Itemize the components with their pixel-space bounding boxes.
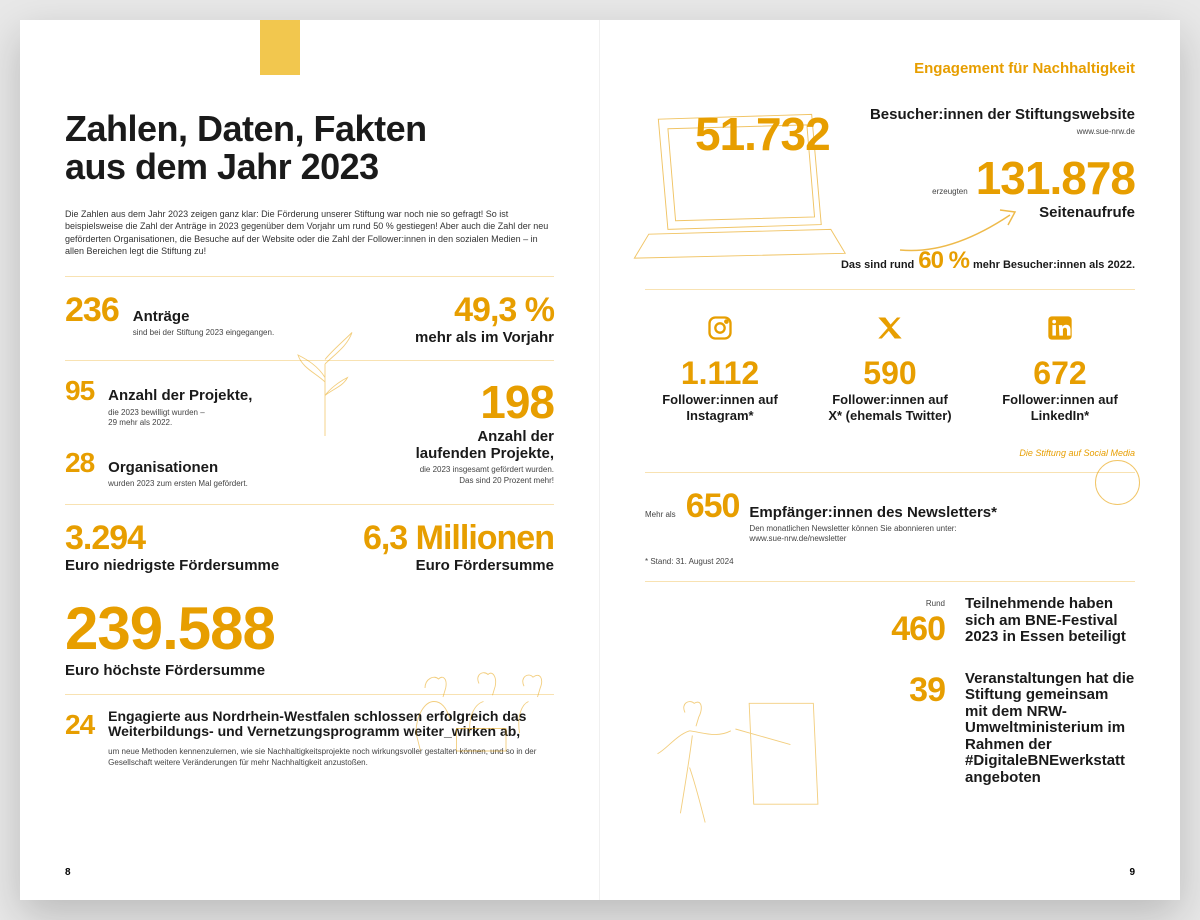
divider xyxy=(645,289,1135,290)
social-x: 590 Follower:innen auf X* (ehemals Twitt… xyxy=(815,314,965,423)
page-right: Engagement für Nachhaltigkeit 51.732 Bes… xyxy=(600,20,1180,900)
accent-tab xyxy=(260,20,300,75)
presenter-illustration xyxy=(630,685,850,850)
stat-min-funding: 3.294 Euro niedrigste Fördersumme xyxy=(65,519,279,575)
section-header: Engagement für Nachhaltigkeit xyxy=(645,60,1135,77)
stat-organisations: 28 Organisationen wurden 2023 zum ersten… xyxy=(65,447,252,490)
social-caption: Die Stiftung auf Social Media xyxy=(645,448,1135,458)
social-linkedin: 672 Follower:innen auf LinkedIn* xyxy=(985,314,1135,423)
divider xyxy=(645,472,1135,473)
page-left: Zahlen, Daten, Fakten aus dem Jahr 2023 … xyxy=(20,20,600,900)
page-title: Zahlen, Daten, Fakten aus dem Jahr 2023 xyxy=(65,110,554,186)
plant-illustration xyxy=(280,310,370,436)
people-illustration xyxy=(389,652,569,760)
instagram-icon xyxy=(706,314,734,342)
intro-paragraph: Die Zahlen aus dem Jahr 2023 zeigen ganz… xyxy=(65,208,554,258)
stat-running-projects: 198 Anzahl der laufenden Projekte, die 2… xyxy=(416,375,554,486)
x-icon xyxy=(876,314,904,342)
stat-newsletter: Mehr als 650 Empfänger:innen des Newslet… xyxy=(645,487,1135,545)
stat-total-funding: 6,3 Millionen Euro Fördersumme xyxy=(363,519,554,575)
stat-projects-approved: 95 Anzahl der Projekte, die 2023 bewilli… xyxy=(65,375,252,428)
page-number: 8 xyxy=(65,867,71,878)
footnote: * Stand: 31. August 2024 xyxy=(645,557,1135,567)
divider xyxy=(65,276,554,277)
page-number: 9 xyxy=(1129,867,1135,878)
divider xyxy=(645,581,1135,582)
divider xyxy=(65,694,554,695)
social-row: 1.112 Follower:innen auf Instagram* 590 … xyxy=(645,314,1135,423)
arrow-illustration xyxy=(890,200,1030,260)
social-instagram: 1.112 Follower:innen auf Instagram* xyxy=(645,314,795,423)
stat-growth: 49,3 % mehr als im Vorjahr xyxy=(415,291,554,347)
stat-festival: Rund 460 Teilnehmende haben sich am BNE-… xyxy=(645,596,1135,648)
laptop-illustration xyxy=(620,100,850,273)
stat-applications: 236 Anträge sind bei der Stiftung 2023 e… xyxy=(65,291,274,339)
linkedin-icon xyxy=(1046,314,1074,342)
divider xyxy=(65,360,554,361)
divider xyxy=(65,504,554,505)
circle-decoration xyxy=(1095,460,1140,505)
page-spread: Zahlen, Daten, Fakten aus dem Jahr 2023 … xyxy=(20,20,1180,900)
